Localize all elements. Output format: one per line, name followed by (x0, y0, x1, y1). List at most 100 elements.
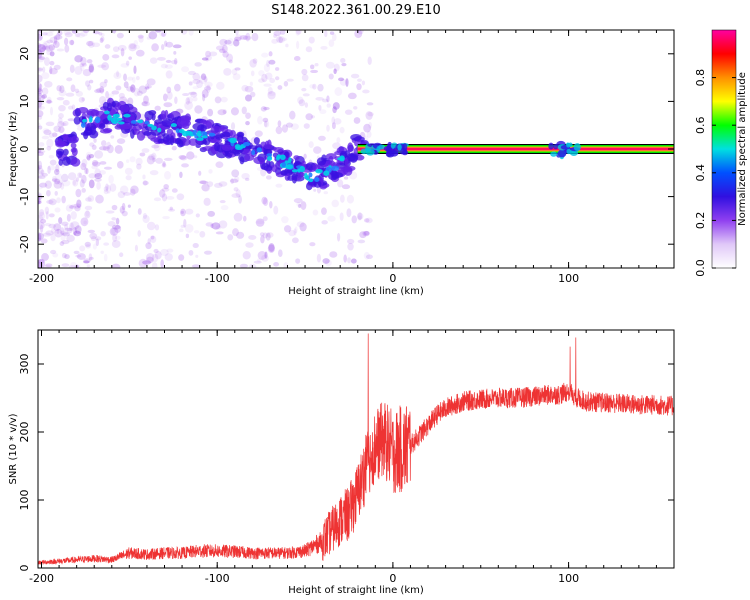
spectrogram-noise (92, 159, 99, 166)
spectrogram-noise (135, 49, 145, 57)
spectrogram-noise (99, 81, 108, 88)
snr-ylabel: SNR (10 * v/v) (8, 413, 19, 484)
spectrogram-noise (198, 75, 208, 84)
spectrogram-noise (180, 224, 185, 228)
spectrogram-noise (38, 234, 42, 242)
spectrogram-noise (299, 222, 307, 232)
spectrogram-noise (249, 59, 257, 68)
spectrogram-noise (135, 75, 140, 81)
spectrogram-ridge-blob (347, 142, 354, 153)
spectrogram-noise (151, 144, 160, 149)
spectrogram-noise (64, 224, 69, 230)
spectrogram-ridge-blob (244, 154, 255, 162)
spectrogram-noise (248, 234, 257, 240)
spectrogram-noise (74, 65, 83, 75)
spectrogram-noise (88, 65, 95, 74)
spectrogram-noise (135, 157, 143, 166)
spectrogram-noise (185, 97, 190, 105)
spectrogram-noise (168, 208, 175, 212)
spectrogram-noise (207, 181, 214, 187)
spectrogram-noise (192, 96, 198, 102)
spectrogram-noise (95, 194, 104, 204)
spectrogram-noise (155, 157, 163, 164)
spectrogram-ridge-core (314, 177, 320, 182)
spectrogram-band-blob (550, 151, 558, 157)
spectrogram-noise (53, 34, 63, 40)
spectrogram-noise (46, 138, 54, 148)
spectrogram-noise (38, 194, 43, 201)
spectrogram-noise (116, 70, 120, 78)
spectrogram-noise (186, 151, 195, 160)
spectrogram-noise (99, 170, 106, 175)
spectrogram-noise (38, 150, 46, 154)
spectrogram-ridge-blob (157, 138, 165, 144)
spectrogram-noise (234, 175, 240, 183)
spectrogram-ridge-blob (199, 119, 208, 125)
spectrogram-noise (356, 212, 364, 220)
spectrogram-noise (49, 60, 55, 66)
spectrogram-noise (329, 251, 338, 258)
colorbar-tick-label: 0.6 (694, 116, 707, 134)
spectrogram-noise (239, 263, 249, 268)
spectrogram-ridge-blob (327, 170, 339, 181)
spectrogram-noise (283, 225, 292, 233)
spectrogram-noise (340, 58, 346, 63)
spectrogram-ridge-blob (291, 173, 298, 184)
spectrogram-noise (185, 233, 190, 239)
snr-ytick-label: 0 (18, 565, 31, 572)
spectrogram-noise (181, 66, 190, 73)
spectrogram-noise (245, 94, 252, 102)
figure-title: S148.2022.361.00.29.E10 (271, 3, 440, 18)
spectrogram-noise (224, 39, 232, 45)
spectrogram-noise (321, 220, 328, 225)
spectrogram-noise (258, 78, 265, 83)
spectrogram-noise (84, 167, 88, 175)
spectrogram-noise (103, 189, 109, 195)
spectrogram-noise (363, 251, 370, 260)
snr-xtick-label: -200 (29, 572, 54, 585)
spectrogram-noise (38, 192, 42, 197)
spectrogram-noise (55, 173, 63, 181)
spectrogram-noise (204, 81, 213, 88)
spectrogram-noise (62, 232, 71, 237)
spectrogram-noise (260, 235, 265, 244)
spectrogram-noise (154, 251, 162, 260)
spectrogram-noise (79, 63, 84, 68)
spectrogram-noise (239, 35, 248, 40)
spectrogram-noise (351, 215, 357, 224)
spectrogram-noise (159, 30, 168, 37)
spectrogram-band-blob (376, 146, 381, 153)
spectrogram-noise (77, 172, 82, 179)
spectrogram-noise (38, 142, 45, 147)
spectrogram-noise (235, 30, 239, 36)
spectrogram-noise (128, 42, 137, 52)
spectrogram-noise (195, 213, 200, 218)
spectrogram-noise (38, 82, 42, 90)
spectrogram-noise (49, 66, 53, 75)
spectrogram-noise (227, 38, 234, 47)
spectrogram-noise (320, 45, 328, 50)
spectrogram-noise (57, 121, 65, 128)
spectrogram-noise (365, 217, 373, 224)
spectrogram-band-blob (573, 143, 581, 152)
spectrogram-noise (234, 67, 241, 71)
spectrogram-noise (89, 232, 98, 240)
spectrogram-ridge-blob (176, 139, 184, 148)
spectrogram-noise (52, 178, 58, 182)
spectrogram-noise (88, 79, 94, 84)
spectrogram-noise (350, 73, 360, 79)
spectrogram-noise (273, 205, 279, 215)
spectrogram-noise (200, 73, 207, 81)
spectrogram-noise (263, 106, 270, 111)
spectrogram-noise (261, 73, 268, 83)
spectrogram-ridge-blob (331, 162, 340, 167)
spectrogram-noise (199, 180, 207, 185)
spectrogram-noise (362, 230, 370, 237)
spectrogram-noise (84, 210, 91, 219)
spectrogram-noise (38, 115, 43, 120)
spectrogram-noise (266, 59, 270, 68)
spectrogram-noise (125, 60, 130, 66)
colorbar-tick-label: 0.4 (694, 164, 707, 182)
